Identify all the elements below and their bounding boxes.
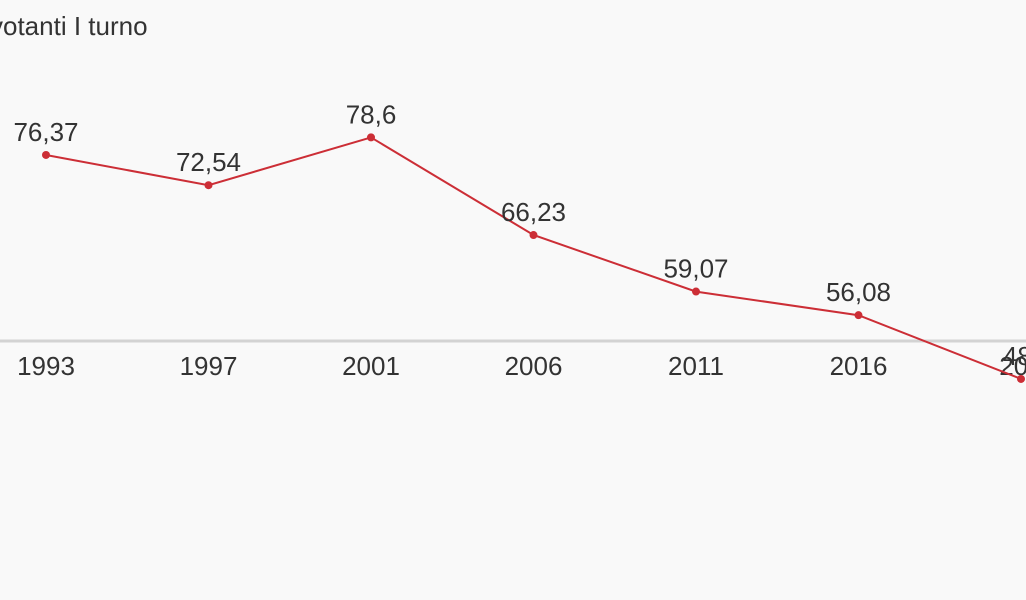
x-tick-label-2016: 2016 xyxy=(830,351,888,381)
data-point-1993 xyxy=(42,150,50,159)
data-point-1997 xyxy=(204,181,213,190)
data-label-2001: 78,6 xyxy=(346,99,397,129)
data-label-2011: 59,07 xyxy=(663,254,728,284)
x-axis-ticks: 199319972001200620112016202 xyxy=(17,351,1026,381)
x-tick-label-1993: 1993 xyxy=(17,351,75,381)
chart-title: votanti I turno xyxy=(0,11,148,41)
x-tick-label-2011: 2011 xyxy=(668,351,724,381)
data-point-2011 xyxy=(692,287,700,296)
x-tick-label-2001: 2001 xyxy=(342,351,400,381)
data-label-2021: 48, xyxy=(1003,341,1026,371)
x-tick-label-2006: 2006 xyxy=(505,351,563,381)
data-point-2016 xyxy=(854,311,863,320)
data-label-1993: 76,37 xyxy=(13,117,78,147)
data-label-2016: 56,08 xyxy=(826,277,891,307)
data-point-2021 xyxy=(1017,374,1025,383)
data-label-2006: 66,23 xyxy=(501,197,566,227)
data-labels: 76,37 72,54 78,6 66,23 59,07 56,08 48, xyxy=(13,99,1026,371)
data-point-2006 xyxy=(529,231,538,240)
data-point-2001 xyxy=(367,133,375,142)
x-tick-label-1997: 1997 xyxy=(180,351,238,381)
data-label-1997: 72,54 xyxy=(176,147,241,177)
series-points xyxy=(42,133,1025,383)
